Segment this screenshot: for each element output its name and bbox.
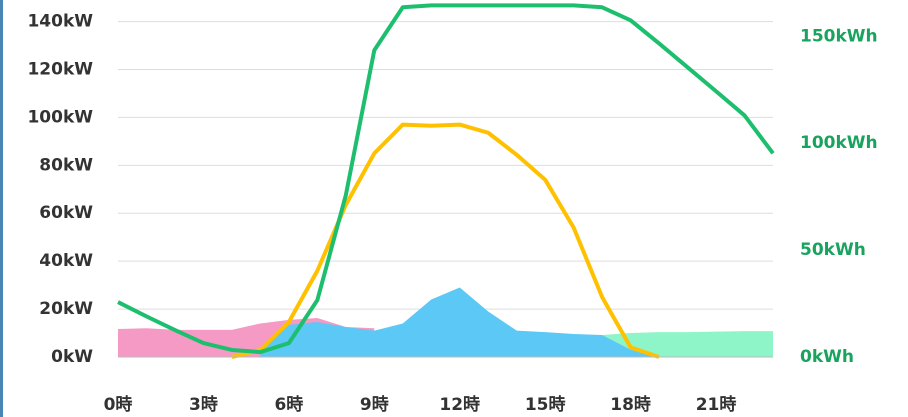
y-tick-label: 40kW bbox=[39, 251, 93, 271]
y-tick-label: 140kW bbox=[27, 12, 93, 32]
y-tick-label: 60kW bbox=[39, 203, 93, 223]
y-tick-label: 100kW bbox=[27, 107, 93, 127]
line bbox=[231, 122, 660, 359]
y2-tick-label: 50kWh bbox=[800, 240, 866, 260]
x-tick-label: 12時 bbox=[439, 394, 480, 415]
y-tick-label: 20kW bbox=[39, 299, 93, 319]
y2-tick-label: 0kWh bbox=[800, 347, 854, 367]
line bbox=[117, 3, 775, 355]
x-tick-label: 18時 bbox=[610, 394, 651, 415]
y2-tick-label: 100kWh bbox=[800, 133, 878, 153]
x-tick-label: 0時 bbox=[104, 394, 133, 415]
y-tick-label: 120kW bbox=[27, 59, 93, 79]
y2-tick-label: 150kWh bbox=[800, 26, 878, 46]
x-tick-label: 15時 bbox=[525, 394, 566, 415]
y-tick-label: 0kW bbox=[51, 347, 93, 367]
area bbox=[260, 287, 660, 357]
frame-edge bbox=[0, 0, 3, 417]
x-tick-label: 6時 bbox=[274, 394, 303, 415]
x-tick-label: 3時 bbox=[189, 394, 218, 415]
y-tick-label: 80kW bbox=[39, 155, 93, 175]
x-tick-label: 9時 bbox=[360, 394, 389, 415]
x-tick-label: 21時 bbox=[696, 394, 737, 415]
